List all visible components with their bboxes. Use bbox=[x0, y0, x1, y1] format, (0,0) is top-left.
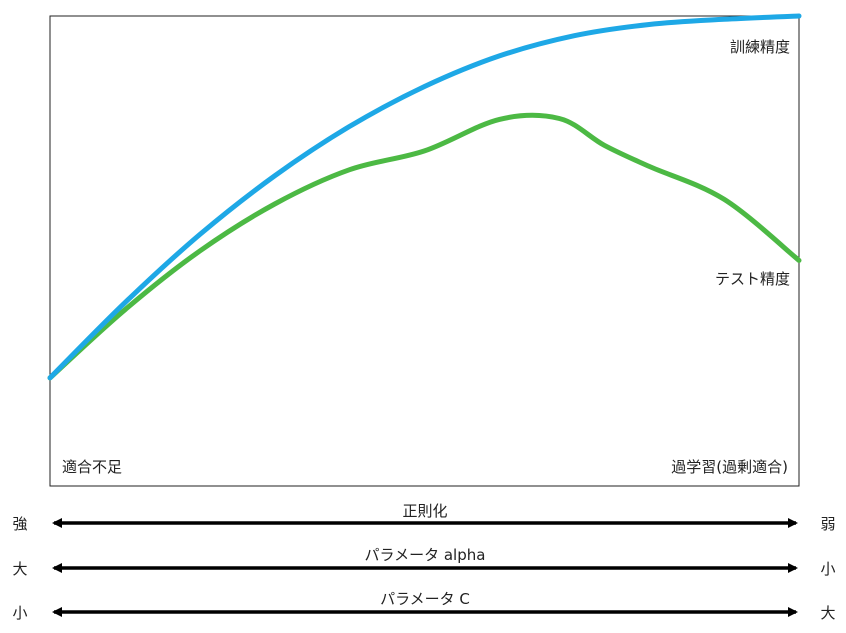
underfitting-label: 適合不足 bbox=[62, 458, 122, 476]
scale-right-label: 大 bbox=[820, 604, 835, 622]
regularization-scale: 正則化 強 弱 bbox=[12, 502, 835, 533]
scale-title: パラメータ alpha bbox=[365, 546, 486, 564]
training-accuracy-label: 訓練精度 bbox=[730, 38, 790, 56]
scale-right-label: 小 bbox=[820, 560, 835, 578]
test-accuracy-label: テスト精度 bbox=[715, 270, 790, 288]
scale-left-label: 小 bbox=[12, 604, 27, 622]
plot-frame bbox=[49, 15, 800, 487]
scale-left-label: 大 bbox=[12, 560, 27, 578]
scale-title: パラメータ C bbox=[380, 590, 470, 608]
c-scale: パラメータ C 小 大 bbox=[12, 590, 835, 622]
alpha-scale: パラメータ alpha 大 小 bbox=[12, 546, 835, 578]
scale-right-label: 弱 bbox=[820, 515, 835, 533]
scale-left-label: 強 bbox=[12, 515, 27, 533]
training-accuracy-line bbox=[47, 13, 802, 381]
test-accuracy-line bbox=[47, 112, 802, 381]
scale-title: 正則化 bbox=[402, 502, 447, 520]
overfitting-label: 過学習(過剰適合) bbox=[671, 458, 788, 476]
